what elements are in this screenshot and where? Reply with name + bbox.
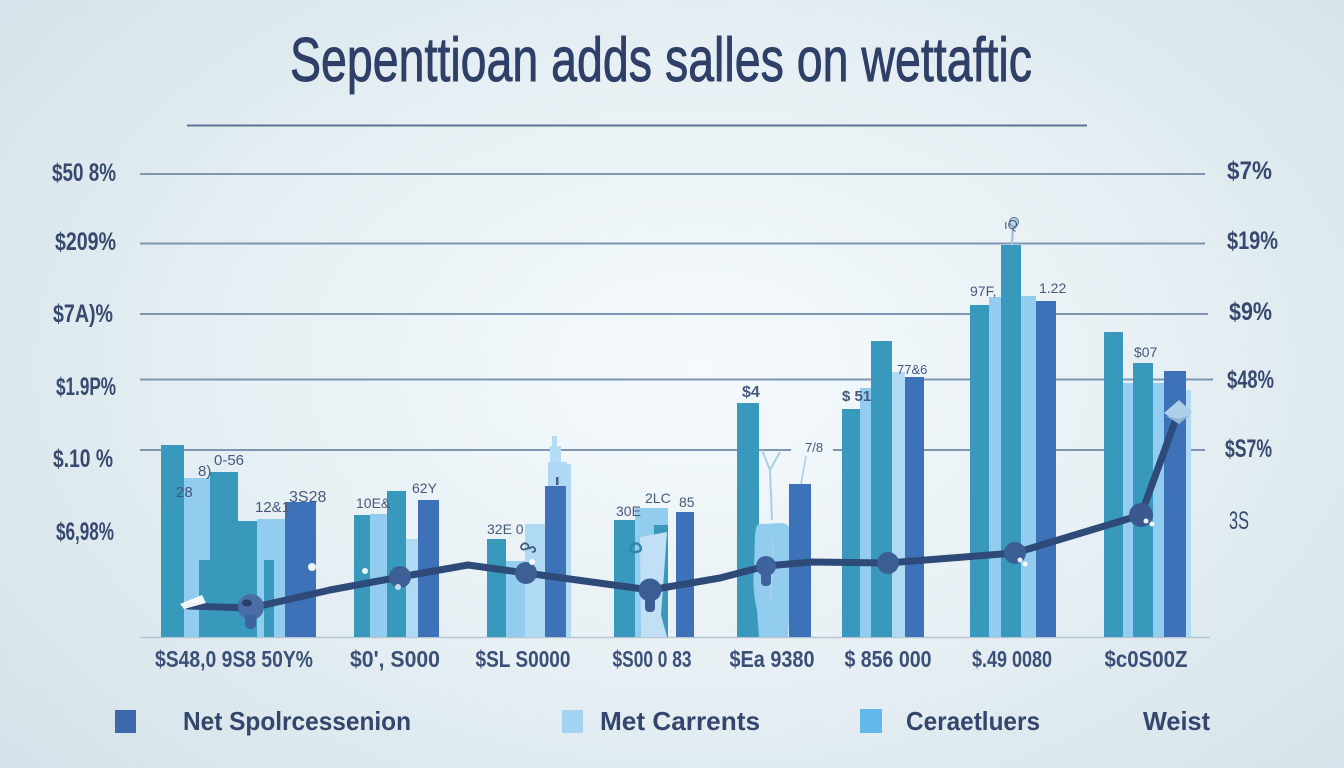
svg-text:$S48,0 9S8 50Y%: $S48,0 9S8 50Y% [155, 646, 313, 672]
svg-text:77&6: 77&6 [897, 362, 927, 377]
svg-text:8): 8) [198, 463, 211, 480]
svg-text:28: 28 [176, 484, 193, 501]
svg-text:$1.9P%: $1.9P% [56, 373, 116, 401]
svg-text:$48%: $48% [1227, 366, 1274, 394]
svg-text:$S7%: $S7% [1225, 435, 1272, 463]
svg-text:10E&: 10E& [356, 495, 391, 511]
svg-text:$S00 0 83: $S00 0 83 [613, 646, 692, 672]
svg-text:30E: 30E [616, 503, 641, 519]
svg-text:Weist: Weist [1143, 706, 1210, 736]
svg-text:$7A)%: $7A)% [53, 300, 113, 328]
svg-text:$7%: $7% [1227, 157, 1272, 185]
svg-text:$ 856 000: $ 856 000 [845, 646, 932, 672]
svg-text:3S28: 3S28 [289, 489, 326, 506]
svg-text:$50 8%: $50 8% [52, 159, 116, 187]
svg-text:$.10 %: $.10 % [53, 445, 113, 473]
svg-text:$Ea 9380: $Ea 9380 [730, 646, 815, 672]
svg-text:7/8: 7/8 [805, 440, 823, 455]
svg-text:$c0S00Z: $c0S00Z [1105, 646, 1188, 672]
svg-text:Sepenttioan adds salles on wet: Sepenttioan adds salles on wettaftic [290, 26, 1032, 95]
svg-text:$.49 0080: $.49 0080 [972, 646, 1052, 672]
svg-text:12&1: 12&1 [255, 499, 290, 516]
svg-text:$209%: $209% [55, 228, 116, 256]
svg-text:85: 85 [679, 494, 695, 510]
svg-text:$4: $4 [742, 384, 760, 401]
svg-text:$SL S0000: $SL S0000 [476, 646, 571, 672]
svg-text:2LC: 2LC [645, 490, 671, 506]
svg-text:Met Carrents: Met Carrents [600, 706, 760, 736]
svg-text:$6,98%: $6,98% [56, 518, 114, 546]
svg-text:$0', S000: $0', S000 [350, 646, 440, 672]
svg-text:97F,: 97F, [970, 283, 996, 299]
svg-text:ıQ: ıQ [1004, 217, 1018, 232]
svg-text:32E 0: 32E 0 [487, 521, 524, 537]
svg-text:1.22: 1.22 [1039, 280, 1066, 296]
svg-text:$ 51: $ 51 [842, 388, 871, 405]
svg-text:3S: 3S [1229, 507, 1249, 535]
svg-text:$19%: $19% [1227, 227, 1278, 255]
svg-text:62Y: 62Y [412, 480, 438, 496]
svg-text:Ceraetluers: Ceraetluers [906, 706, 1040, 736]
svg-text:0-56: 0-56 [214, 452, 244, 469]
svg-text:$07: $07 [1134, 344, 1158, 360]
svg-text:Net Spolrcessenion: Net Spolrcessenion [183, 706, 411, 736]
svg-text:$9%: $9% [1229, 298, 1272, 326]
